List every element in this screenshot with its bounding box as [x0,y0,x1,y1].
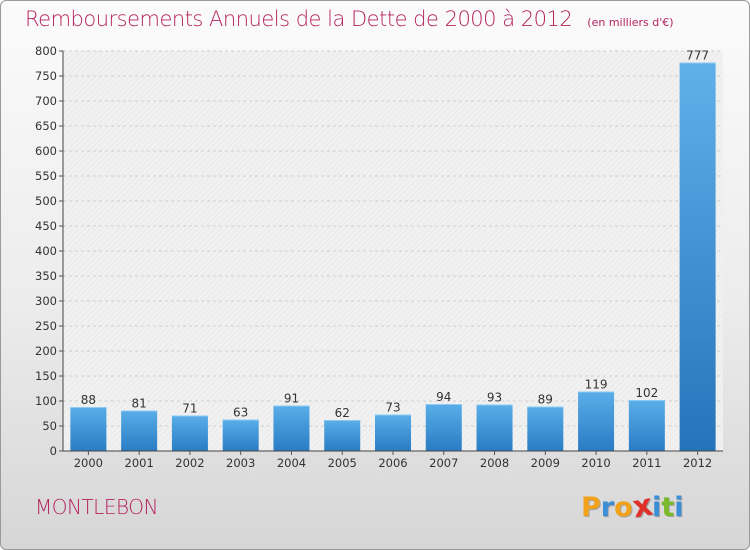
data-label: 777 [686,49,709,63]
y-tick-label: 350 [35,269,57,283]
data-label: 62 [335,406,350,420]
data-label: 102 [635,386,658,400]
x-tick-label: 2000 [74,456,103,470]
bar-2004 [273,405,310,451]
y-tick-label: 0 [50,444,57,458]
y-tick-label: 50 [42,419,57,433]
x-tick-label: 2007 [429,456,458,470]
chart-title: Remboursements Annuels de la Dette de 20… [25,7,573,31]
x-tick-label: 2001 [125,456,154,470]
data-label: 119 [585,378,608,392]
bar-2009 [527,406,564,451]
y-tick-label: 100 [35,394,57,408]
y-tick-label: 250 [35,319,57,333]
y-tick-label: 600 [35,144,57,158]
logo-letter: r [600,492,615,523]
data-label: 81 [132,397,147,411]
y-tick-label: 650 [35,119,57,133]
x-tick-label: 2006 [378,456,407,470]
y-tick-label: 800 [35,44,57,58]
proxiti-logo: Proxiti [581,488,684,526]
data-label: 89 [538,393,553,407]
data-label: 88 [81,393,96,407]
bar-2007 [425,404,462,451]
bar-2010 [578,391,615,451]
x-tick-label: 2012 [683,456,712,470]
y-tick-label: 200 [35,344,57,358]
data-label: 91 [284,392,299,406]
x-tick-label: 2004 [277,456,306,470]
x-tick-label: 2002 [175,456,204,470]
chart-subtitle: (en milliers d'€) [587,16,674,29]
bar-2012 [679,62,716,451]
title-row: Remboursements Annuels de la Dette de 20… [25,7,674,31]
logo-letter: i [674,492,684,523]
x-tick-label: 2008 [480,456,509,470]
bar-2011 [628,400,665,451]
data-label: 63 [233,406,248,420]
logo-letter: t [661,492,675,523]
bar-2001 [121,410,158,451]
data-label: 71 [182,402,197,416]
logo-letter: i [652,492,662,523]
data-label: 93 [487,391,502,405]
logo-letter: o [614,492,633,523]
city-name: MONTLEBON [35,495,158,519]
bar-2008 [476,404,513,451]
data-label: 73 [385,401,400,415]
y-tick-label: 150 [35,369,57,383]
x-tick-label: 2011 [632,456,661,470]
y-tick-label: 550 [35,169,57,183]
y-tick-label: 300 [35,294,57,308]
x-tick-label: 2009 [531,456,560,470]
bar-2000 [70,407,107,451]
bar-2002 [171,415,208,451]
bar-2003 [222,419,259,451]
x-tick-label: 2010 [581,456,610,470]
x-tick-label: 2005 [328,456,357,470]
y-tick-label: 700 [35,94,57,108]
bar-2006 [375,414,411,451]
y-tick-label: 750 [35,69,57,83]
y-tick-label: 400 [35,244,57,258]
data-label: 94 [436,390,451,404]
x-tick-label: 2003 [226,456,255,470]
logo-letter: P [581,492,601,523]
y-tick-label: 450 [35,219,57,233]
bar-2005 [324,420,361,451]
y-tick-label: 500 [35,194,57,208]
